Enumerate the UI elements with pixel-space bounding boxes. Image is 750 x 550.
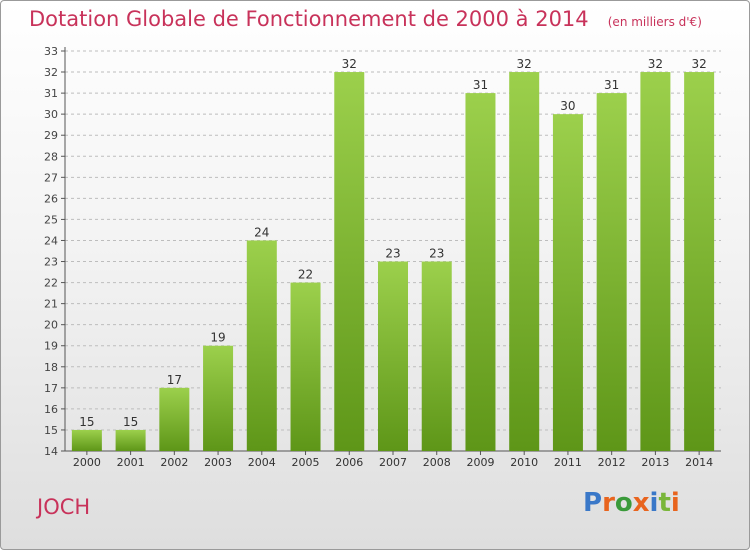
y-tick-label: 19: [44, 340, 58, 353]
x-tick-label: 2009: [466, 456, 494, 469]
bar: [465, 93, 496, 452]
logo-letter: o: [614, 488, 633, 518]
bar: [640, 72, 671, 451]
logo-letter: P: [583, 488, 603, 518]
x-tick-label: 2013: [641, 456, 669, 469]
y-tick-label: 25: [44, 213, 58, 226]
logo-letter: t: [658, 488, 671, 518]
logo-letter: i: [670, 488, 680, 518]
y-tick-label: 23: [44, 256, 58, 269]
x-tick-label: 2011: [554, 456, 582, 469]
chart-subtitle: (en milliers d'€): [607, 15, 702, 29]
y-tick-label: 32: [44, 66, 58, 79]
y-tick-label: 31: [44, 87, 58, 100]
logo-letter: r: [602, 488, 615, 518]
y-tick-label: 22: [44, 277, 58, 290]
y-tick-label: 17: [44, 382, 58, 395]
y-tick-label: 33: [44, 45, 58, 58]
y-tick-label: 14: [44, 445, 58, 458]
proxiti-logo: Proxiti: [583, 488, 680, 518]
bar: [203, 345, 234, 451]
y-tick-label: 24: [44, 234, 58, 247]
data-label: 24: [254, 225, 269, 239]
commune-name: JOCH: [37, 495, 91, 519]
bar: [290, 282, 321, 451]
data-label: 23: [429, 247, 444, 261]
logo-letter: x: [632, 488, 650, 518]
x-tick-label: 2008: [423, 456, 451, 469]
bar: [378, 261, 408, 451]
bar: [71, 429, 102, 451]
x-tick-label: 2004: [248, 456, 276, 469]
bar: [596, 93, 627, 452]
logo-letter: i: [649, 488, 659, 518]
y-tick-label: 18: [44, 361, 58, 374]
data-label: 22: [298, 268, 313, 282]
x-tick-label: 2012: [598, 456, 626, 469]
data-label: 32: [517, 57, 532, 71]
chart-title: Dotation Globale de Fonctionnement de 20…: [29, 7, 589, 31]
data-label: 15: [123, 415, 138, 429]
y-tick-label: 30: [44, 108, 58, 121]
bar: [509, 72, 540, 451]
x-tick-label: 2007: [379, 456, 407, 469]
y-tick-label: 27: [44, 171, 58, 184]
data-label: 15: [79, 415, 94, 429]
data-label: 31: [473, 78, 488, 92]
bar: [421, 261, 452, 451]
x-tick-label: 2003: [204, 456, 232, 469]
y-tick-label: 20: [44, 319, 58, 332]
x-tick-label: 2002: [160, 456, 188, 469]
x-tick-label: 2006: [335, 456, 363, 469]
data-label: 32: [691, 57, 706, 71]
x-tick-label: 2000: [73, 456, 101, 469]
y-tick-label: 16: [44, 403, 58, 416]
y-tick-label: 21: [44, 298, 58, 311]
bar: [115, 429, 146, 451]
y-tick-label: 28: [44, 150, 58, 163]
y-tick-label: 15: [44, 424, 58, 437]
data-label: 32: [648, 57, 663, 71]
data-label: 17: [167, 373, 182, 387]
x-tick-label: 2005: [292, 456, 320, 469]
data-label: 19: [210, 331, 225, 345]
data-label: 31: [604, 78, 619, 92]
x-tick-label: 2014: [685, 456, 713, 469]
x-tick-label: 2001: [117, 456, 145, 469]
y-tick-label: 26: [44, 192, 58, 205]
y-tick-label: 29: [44, 129, 58, 142]
x-tick-label: 2010: [510, 456, 538, 469]
data-label: 30: [560, 99, 575, 113]
bar: [552, 114, 583, 451]
data-label: 23: [385, 247, 400, 261]
bar: [159, 387, 190, 451]
bar: [246, 240, 277, 451]
data-label: 32: [342, 57, 357, 71]
bar: [684, 72, 715, 451]
title-row: Dotation Globale de Fonctionnement de 20…: [29, 7, 702, 31]
bar: [334, 72, 365, 451]
